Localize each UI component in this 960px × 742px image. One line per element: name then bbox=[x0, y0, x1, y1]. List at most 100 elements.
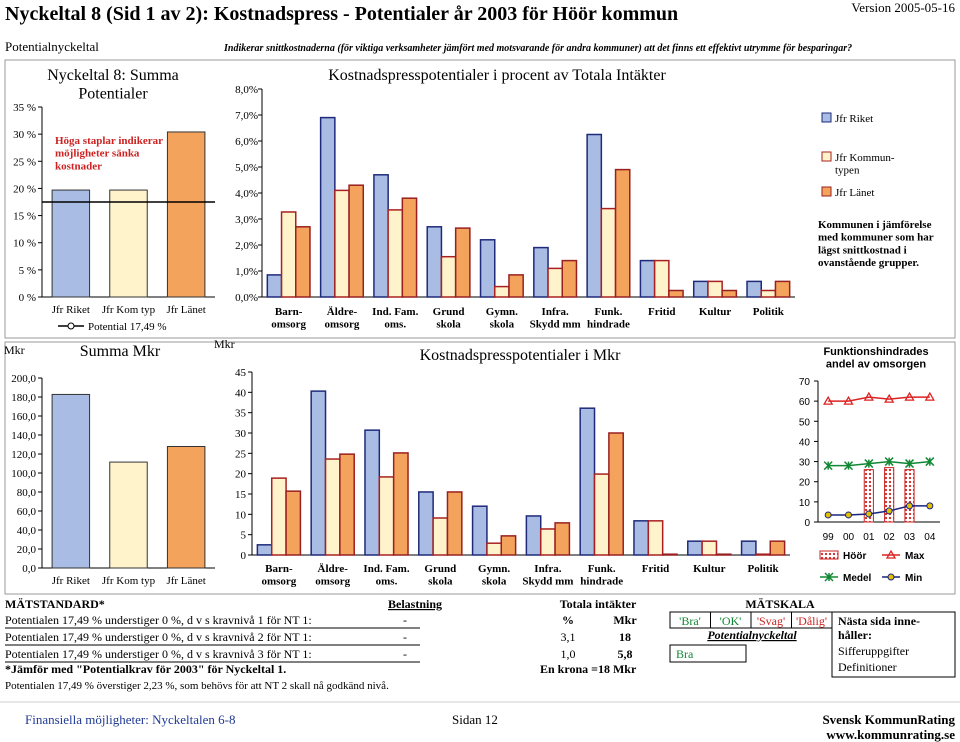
bar bbox=[285, 490, 302, 556]
marker bbox=[884, 393, 895, 403]
bar bbox=[746, 280, 762, 298]
footer-url: www.kommunrating.se bbox=[826, 727, 955, 742]
row-load: - bbox=[403, 647, 407, 661]
bar bbox=[647, 520, 664, 556]
y-tick-label: 20 bbox=[235, 469, 247, 481]
bar bbox=[324, 458, 341, 556]
x-tick-label: Jfr Riket bbox=[52, 575, 90, 587]
x-tick-label: Jfr Kom typ bbox=[102, 575, 156, 587]
bar bbox=[554, 522, 571, 556]
income-col: % bbox=[562, 613, 574, 627]
legend-swatch bbox=[819, 550, 839, 560]
y-tick-label: 40 bbox=[799, 437, 811, 448]
series-line bbox=[828, 460, 930, 467]
bar bbox=[166, 445, 206, 569]
chart-title: Summa Mkr bbox=[80, 343, 161, 360]
bar bbox=[863, 469, 874, 523]
x-tick-label: 04 bbox=[924, 532, 936, 543]
marker bbox=[885, 549, 897, 559]
bar bbox=[364, 429, 381, 556]
income-col: Mkr bbox=[613, 613, 637, 627]
income-cell: 18 bbox=[619, 630, 631, 644]
y-tick-label: 10 bbox=[799, 498, 811, 509]
y-tick-label: 10 % bbox=[13, 238, 36, 250]
marker bbox=[843, 395, 854, 405]
legend-swatch bbox=[821, 112, 832, 123]
bar bbox=[668, 289, 684, 298]
bar bbox=[109, 189, 148, 298]
y-tick-label: 35 % bbox=[13, 102, 36, 114]
y-tick-label: 25 % bbox=[13, 156, 36, 168]
y-tick-label: 45 bbox=[235, 367, 247, 379]
series-line bbox=[828, 505, 930, 516]
y-tick-label: 100,0 bbox=[11, 468, 36, 480]
y-tick-label: 8,0% bbox=[235, 84, 258, 96]
next-item: Sifferuppgifter bbox=[838, 644, 909, 658]
y-tick-label: 30 bbox=[799, 458, 811, 469]
legend-swatch bbox=[821, 186, 832, 197]
scale-cell bbox=[791, 611, 833, 629]
bar bbox=[387, 209, 404, 298]
bottom-frame bbox=[4, 341, 956, 595]
bar bbox=[721, 289, 738, 298]
row-load: - bbox=[403, 613, 407, 627]
x-tick-label: 01 bbox=[863, 532, 875, 543]
y-tick-label: 4,0% bbox=[235, 188, 258, 200]
footer-org: Svensk KommunRating bbox=[822, 712, 955, 727]
y-tick-label: 5 % bbox=[19, 265, 36, 277]
bar bbox=[348, 184, 365, 298]
bar bbox=[51, 393, 91, 569]
bar bbox=[109, 461, 148, 569]
annotation: Höga staplar indikerar möjligheter sänka k… bbox=[55, 135, 163, 172]
next-item: Definitioner bbox=[838, 660, 897, 674]
scale-label: Potentialnyckeltal bbox=[707, 628, 797, 642]
marker bbox=[904, 459, 915, 469]
y-tick-label: 180,0 bbox=[11, 392, 36, 404]
x-tick-label: Jfr Riket bbox=[52, 304, 90, 316]
bar bbox=[310, 390, 327, 556]
row-text: Potentialen 17,49 % understiger 0 %, d v… bbox=[5, 630, 312, 644]
y-tick-label: 20 bbox=[799, 478, 811, 489]
bar bbox=[547, 267, 564, 298]
footer-left: Finansiella möjligheter: Nyckeltalen 6-8 bbox=[25, 712, 235, 727]
x-tick-label: Fritid bbox=[648, 306, 676, 318]
marker bbox=[924, 391, 935, 401]
bar bbox=[525, 515, 542, 556]
x-tick-label: Jfr Länet bbox=[166, 304, 205, 316]
row-text: Potentialen 17,49 % understiger 0 %, d v… bbox=[5, 613, 312, 627]
income-cell: 5,8 bbox=[618, 647, 633, 661]
bar bbox=[256, 544, 273, 556]
marker bbox=[824, 572, 834, 582]
row-text: Potentialen 17,49 % understiger 0 %, d v… bbox=[5, 647, 312, 661]
y-tick-label: 60 bbox=[799, 397, 811, 408]
x-tick-label: Infra. Skydd mm bbox=[522, 563, 573, 588]
marker bbox=[887, 573, 895, 581]
scale-level: 'Svag' bbox=[757, 614, 785, 628]
remark: Potentialen 17,49 % överstiger 2,23 %, s… bbox=[5, 680, 389, 692]
subtitle: Indikerar snittkostnaderna (för viktiga … bbox=[223, 43, 852, 54]
bar bbox=[479, 239, 496, 298]
x-tick-label: Barn-omsorg bbox=[271, 306, 306, 331]
chart-title: Funktionshindrades andel av omsorgen bbox=[823, 346, 928, 371]
marker bbox=[843, 461, 854, 471]
y-tick-label: 0 bbox=[804, 518, 810, 529]
income-cell: 3,1 bbox=[561, 630, 576, 644]
x-tick-label: Politik bbox=[748, 563, 780, 575]
bar bbox=[715, 553, 732, 556]
next-box bbox=[831, 611, 956, 678]
chart-title: Kostnadspresspotentialer i procent av To… bbox=[328, 67, 666, 84]
section: Potentialnyckeltal bbox=[5, 39, 99, 54]
bar bbox=[51, 189, 91, 298]
y-tick-label: 40 bbox=[235, 387, 247, 399]
y-tick-label: 50 bbox=[799, 417, 811, 428]
bar bbox=[339, 453, 355, 556]
series-line bbox=[828, 396, 930, 402]
y-tick-label: 6,0% bbox=[235, 136, 258, 148]
bar bbox=[593, 473, 610, 556]
x-tick-label: Äldre-omsorg bbox=[325, 305, 360, 331]
legend-marker bbox=[67, 322, 75, 330]
y-tick-label: 7,0% bbox=[235, 110, 258, 122]
y-tick-label: 0,0% bbox=[235, 292, 258, 304]
bar bbox=[774, 280, 791, 298]
scale-level: 'Bra' bbox=[679, 614, 701, 628]
